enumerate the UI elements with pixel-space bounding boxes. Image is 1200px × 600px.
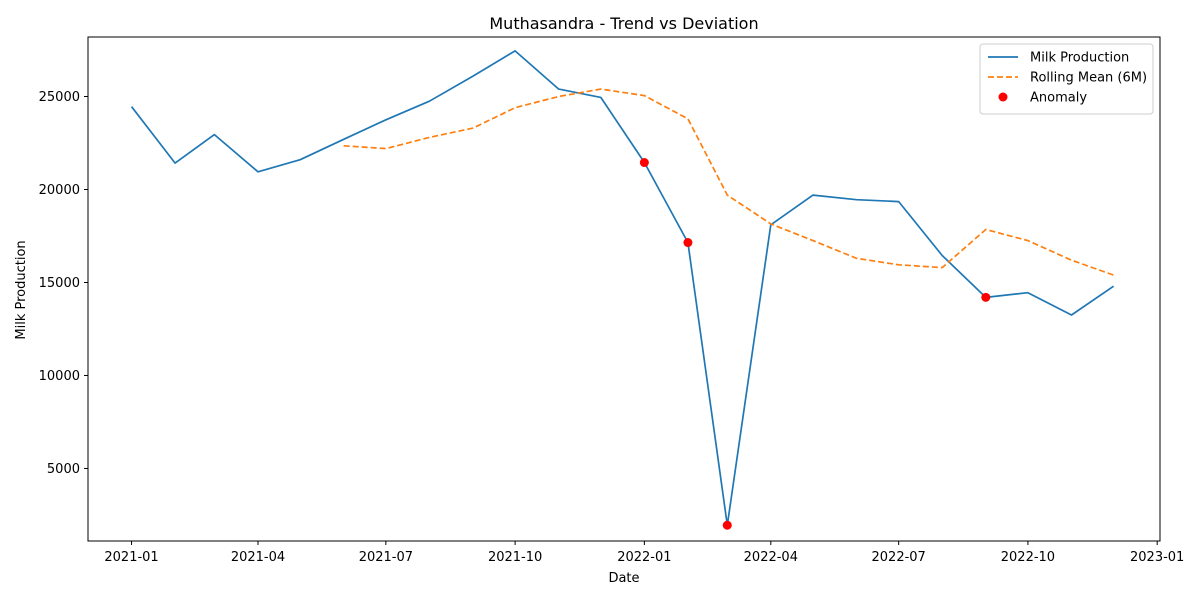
x-tick-label: 2021-07 [359, 550, 413, 565]
anomaly-point [639, 158, 649, 168]
anomaly-point [683, 238, 693, 248]
x-tick-label: 2022-04 [744, 550, 798, 565]
x-tick-label: 2023-01 [1130, 550, 1184, 565]
x-tick-label: 2022-10 [1001, 550, 1055, 565]
x-tick-label: 2022-07 [872, 550, 926, 565]
legend: Milk Production Rolling Mean (6M) Anomaly [979, 43, 1154, 115]
y-tick-label: 25000 [39, 90, 80, 105]
legend-label: Anomaly [1030, 91, 1087, 106]
x-tick-label: 2021-04 [231, 550, 285, 565]
legend-label: Rolling Mean (6M) [1030, 71, 1147, 86]
legend-box [979, 43, 1154, 115]
x-tick-label: 2022-01 [617, 550, 671, 565]
anomaly-point [981, 292, 991, 302]
y-tick-label: 5000 [47, 462, 80, 477]
y-tick-label: 20000 [39, 183, 80, 198]
plot-area: 2021-01 2021-04 2021-07 2021-10 2022-01 2022-… [39, 36, 1184, 565]
x-tick-label: 2021-10 [488, 550, 542, 565]
rolling-mean-line [343, 88, 1114, 276]
plot-frame [87, 36, 1161, 542]
y-tick-label: 10000 [39, 369, 80, 384]
y-tick-label: 15000 [39, 276, 80, 291]
x-tick-label: 2021-01 [104, 550, 158, 565]
y-axis-label: Milk Production [14, 240, 29, 339]
legend-swatch-anomaly [998, 92, 1008, 102]
x-axis-label: Date [608, 571, 639, 586]
milk-production-line [130, 50, 1115, 527]
legend-label: Milk Production [1030, 51, 1129, 66]
anomaly-point [722, 520, 732, 530]
chart-title: Muthasandra - Trend vs Deviation [489, 14, 758, 33]
